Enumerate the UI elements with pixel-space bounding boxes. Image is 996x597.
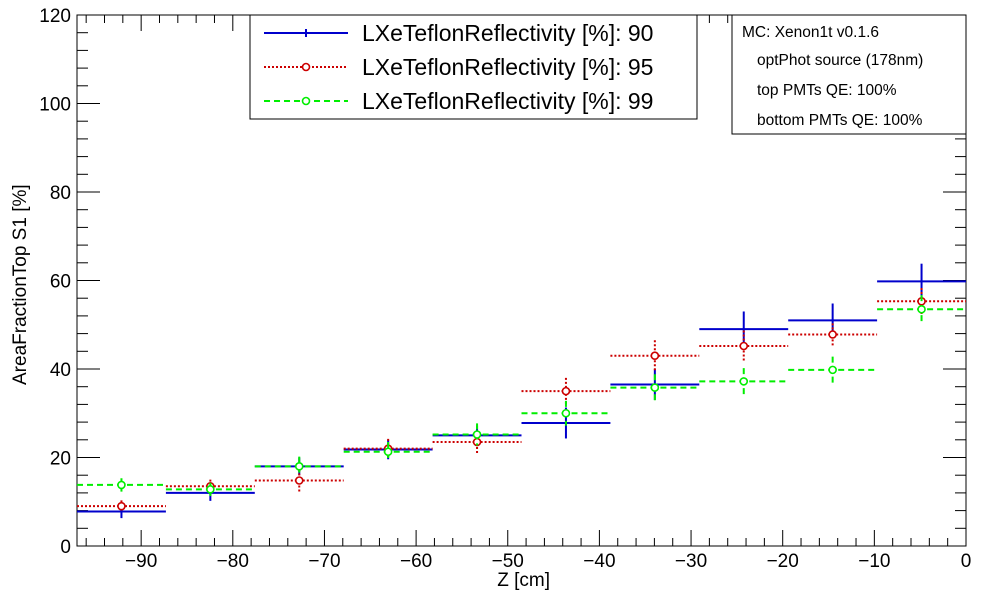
x-tick-label: 0 <box>961 551 972 572</box>
y-tick-label: 100 <box>39 95 71 116</box>
data-point <box>294 476 304 485</box>
data-point <box>117 501 126 511</box>
data-point <box>920 280 923 283</box>
legend-label: LXeTeflonReflectivity [%]: 95 <box>362 54 653 80</box>
info-line: bottom PMTs QE: 100% <box>757 112 923 129</box>
data-point <box>650 351 660 361</box>
info-box: MC: Xenon1t v0.1.6 optPhot source (178nm)… <box>731 14 967 135</box>
y-tick-label: 60 <box>50 272 71 293</box>
legend-marker <box>301 96 311 106</box>
data-point <box>828 365 837 375</box>
data-point <box>831 319 834 322</box>
data-point <box>294 462 304 471</box>
series-layer <box>77 263 966 519</box>
data-point <box>828 330 837 339</box>
y-tick-label: 40 <box>50 360 71 381</box>
info-line: top PMTs QE: 100% <box>757 82 897 99</box>
y-axis-title: AreaFractionTop S1 [%] <box>10 184 31 385</box>
x-tick-label: −90 <box>125 551 157 572</box>
x-tick-label: −80 <box>217 551 249 572</box>
data-point <box>120 510 123 513</box>
data-point <box>561 408 571 418</box>
legend-label: LXeTeflonReflectivity [%]: 90 <box>362 20 653 46</box>
x-tick-label: −20 <box>767 551 799 572</box>
data-point <box>650 383 660 392</box>
data-point <box>561 386 571 396</box>
info-line: MC: Xenon1t v0.1.6 <box>742 24 879 41</box>
data-point <box>206 485 215 494</box>
info-box-frame <box>731 14 967 135</box>
legend: LXeTeflonReflectivity [%]: 90 LXeTeflonRe… <box>249 14 698 120</box>
x-tick-label: −60 <box>400 551 432 572</box>
data-point <box>383 447 393 457</box>
y-tick-label: 0 <box>60 537 71 558</box>
x-tick-label: −50 <box>492 551 524 572</box>
data-point <box>472 430 482 439</box>
info-line: optPhot source (178nm) <box>757 52 923 69</box>
x-tick-label: −30 <box>675 551 707 572</box>
x-tick-label: −40 <box>583 551 615 572</box>
y-tick-label: 120 <box>39 6 71 27</box>
x-axis-title: Z [cm] <box>497 570 550 591</box>
y-tick-label: 20 <box>50 449 71 470</box>
series-2 <box>77 295 966 496</box>
y-tick-label: 80 <box>50 183 71 204</box>
data-point <box>739 341 749 351</box>
axis-ticks: 0 20 40 60 80 100 120 −90 −80 −70 −60 −50 −40 −30 −20 −… <box>39 6 971 572</box>
x-tick-label: −70 <box>308 551 340 572</box>
legend-label: LXeTeflonReflectivity [%]: 99 <box>362 88 653 114</box>
legend-marker <box>301 62 311 72</box>
data-point <box>117 480 126 490</box>
x-tick-label: −10 <box>858 551 890 572</box>
data-point <box>742 327 745 331</box>
data-point <box>739 377 749 386</box>
data-point <box>917 304 926 314</box>
